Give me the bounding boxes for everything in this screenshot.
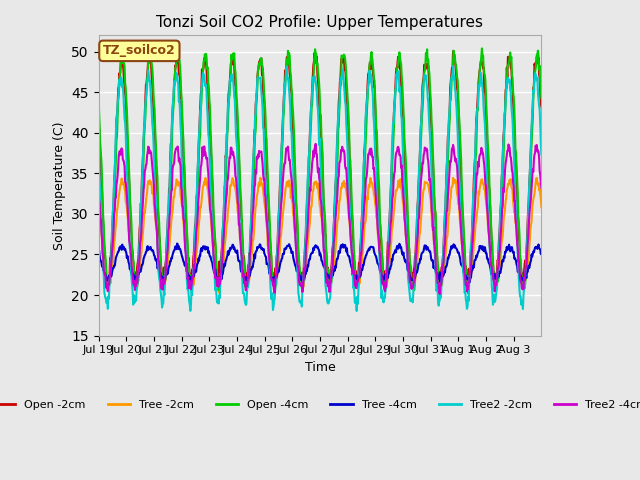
Tree2 -4cm [538,185,545,191]
Line: Tree -4cm: Tree -4cm [99,243,541,282]
Line: Open -2cm: Open -2cm [99,51,541,288]
Open -4cm [271,292,278,298]
Tree2 -2cm [353,308,360,314]
Tree -2cm [147,180,154,186]
Tree2 -2cm [250,146,258,152]
Open -2cm [390,116,397,122]
Open -2cm [409,286,417,291]
Line: Open -4cm: Open -4cm [99,48,541,295]
Open -4cm [478,46,486,51]
Open -2cm [228,56,236,62]
Open -4cm [390,118,398,124]
Tree2 -2cm [538,152,545,157]
Open -4cm [95,94,102,100]
Tree -4cm [366,245,374,251]
Tree2 -4cm [365,149,373,155]
Open -4cm [267,244,275,250]
Tree -4cm [268,275,275,280]
Open -2cm [449,48,457,54]
Open -4cm [250,172,258,178]
Open -4cm [147,56,154,61]
Tree -4cm [228,242,236,248]
Open -2cm [267,244,275,250]
Tree2 -4cm [390,171,398,177]
Tree -4cm [391,249,399,254]
Tree -4cm [173,240,181,246]
Tree -2cm [257,175,264,181]
Line: Tree2 -2cm: Tree2 -2cm [99,66,541,311]
Tree -4cm [95,248,102,253]
Tree2 -4cm [250,195,258,201]
Tree2 -2cm [390,104,398,110]
Tree2 -4cm [436,291,444,297]
Tree2 -2cm [365,68,373,73]
Tree -4cm [538,248,545,254]
Open -2cm [95,109,102,115]
Tree -2cm [216,290,223,296]
Tree2 -2cm [267,285,275,290]
Tree -2cm [268,277,276,283]
Tree -4cm [251,252,259,257]
Open -2cm [250,146,258,152]
Tree -2cm [538,204,545,210]
Line: Tree2 -4cm: Tree2 -4cm [99,144,541,294]
Tree2 -2cm [228,78,236,84]
Tree -2cm [228,175,236,181]
Tree -4cm [269,279,277,285]
Tree -2cm [391,200,399,206]
Open -2cm [365,70,372,75]
Open -4cm [228,57,236,62]
Tree -2cm [366,179,374,185]
Text: TZ_soilco2: TZ_soilco2 [103,44,176,57]
Open -4cm [538,95,545,101]
Tree -4cm [147,244,154,250]
Tree2 -2cm [147,87,154,93]
Legend: Open -2cm, Tree -2cm, Open -4cm, Tree -4cm, Tree2 -2cm, Tree2 -4cm: Open -2cm, Tree -2cm, Open -4cm, Tree -4… [0,395,640,414]
Tree2 -4cm [147,149,154,155]
Tree2 -4cm [267,268,275,274]
Tree2 -4cm [312,141,319,147]
Tree -2cm [251,220,259,226]
Open -4cm [365,64,373,70]
Tree2 -4cm [95,189,102,194]
Tree2 -2cm [449,63,457,69]
X-axis label: Time: Time [305,361,335,374]
Line: Tree -2cm: Tree -2cm [99,178,541,293]
Open -2cm [147,60,154,66]
Tree2 -4cm [228,148,236,154]
Open -2cm [538,104,545,110]
Title: Tonzi Soil CO2 Profile: Upper Temperatures: Tonzi Soil CO2 Profile: Upper Temperatur… [157,15,483,30]
Tree -2cm [95,202,102,208]
Y-axis label: Soil Temperature (C): Soil Temperature (C) [52,121,66,250]
Tree2 -2cm [95,150,102,156]
